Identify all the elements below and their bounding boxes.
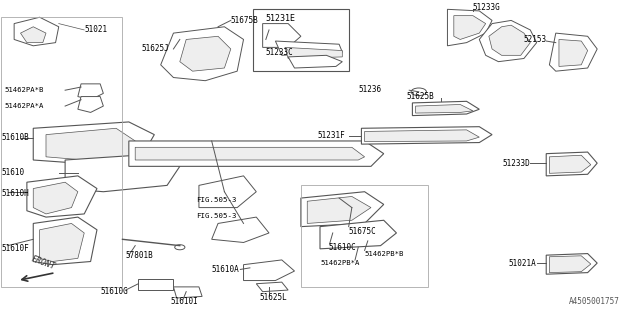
Text: 51610: 51610 [1, 168, 24, 177]
Text: 51233D: 51233D [502, 159, 531, 168]
Polygon shape [549, 155, 591, 173]
Polygon shape [27, 176, 97, 217]
Polygon shape [546, 253, 597, 274]
Polygon shape [546, 152, 597, 176]
Text: 51462PB*B: 51462PB*B [365, 251, 404, 257]
Text: 51610C: 51610C [328, 243, 356, 252]
Polygon shape [454, 16, 486, 39]
Polygon shape [129, 141, 384, 166]
Polygon shape [78, 84, 103, 100]
Polygon shape [285, 47, 342, 59]
Polygon shape [559, 39, 588, 67]
Polygon shape [14, 17, 59, 46]
Text: 51610I: 51610I [170, 297, 198, 306]
Polygon shape [161, 27, 244, 81]
Polygon shape [288, 55, 342, 68]
Polygon shape [307, 196, 371, 223]
Polygon shape [46, 128, 135, 160]
Text: 51231F: 51231F [317, 132, 346, 140]
Polygon shape [362, 127, 492, 144]
Text: 51021A: 51021A [509, 259, 537, 268]
Polygon shape [33, 122, 154, 163]
Polygon shape [262, 24, 301, 47]
Text: 51625J: 51625J [141, 44, 170, 53]
Text: 51610A: 51610A [212, 265, 239, 274]
Polygon shape [549, 33, 597, 71]
Text: 51610H: 51610H [1, 189, 29, 198]
Text: 52153: 52153 [523, 35, 546, 44]
Text: 51675B: 51675B [231, 16, 259, 25]
Polygon shape [135, 147, 365, 160]
Text: FRONT: FRONT [30, 254, 56, 271]
Text: FIG.505-3: FIG.505-3 [196, 197, 236, 203]
Text: FIG.505-3: FIG.505-3 [196, 212, 236, 219]
Text: 51233G: 51233G [473, 3, 500, 12]
Polygon shape [199, 176, 256, 208]
Polygon shape [275, 41, 342, 55]
Text: 51610B: 51610B [1, 133, 29, 142]
Polygon shape [20, 27, 46, 43]
Text: 57801B: 57801B [125, 251, 154, 260]
Text: 51233C: 51233C [266, 48, 294, 57]
Text: 51610F: 51610F [1, 244, 29, 253]
Polygon shape [447, 9, 492, 46]
Polygon shape [65, 154, 180, 192]
Text: 51236: 51236 [358, 85, 381, 94]
Polygon shape [301, 192, 384, 227]
Text: 51625L: 51625L [259, 293, 287, 302]
Polygon shape [180, 36, 231, 71]
Polygon shape [256, 282, 288, 292]
Polygon shape [40, 223, 84, 261]
Polygon shape [549, 256, 591, 273]
Text: A4505001757: A4505001757 [568, 297, 620, 306]
Text: 51675C: 51675C [349, 227, 376, 236]
Text: 51231E: 51231E [266, 14, 296, 23]
Polygon shape [415, 105, 473, 113]
Text: 51462PB*A: 51462PB*A [320, 260, 360, 266]
Text: 51462PA*B: 51462PA*B [4, 87, 44, 93]
Text: 51462PA*A: 51462PA*A [4, 103, 44, 109]
Polygon shape [244, 260, 294, 281]
Polygon shape [365, 130, 479, 142]
Polygon shape [489, 25, 531, 55]
Text: 51610G: 51610G [100, 287, 128, 296]
Polygon shape [212, 217, 269, 243]
Polygon shape [479, 20, 537, 62]
Polygon shape [78, 97, 103, 112]
Polygon shape [33, 182, 78, 214]
Text: 51021: 51021 [84, 25, 108, 35]
Polygon shape [412, 101, 479, 116]
Polygon shape [33, 217, 97, 265]
Text: 51625B: 51625B [406, 92, 434, 101]
Polygon shape [320, 220, 396, 249]
Polygon shape [173, 287, 202, 298]
